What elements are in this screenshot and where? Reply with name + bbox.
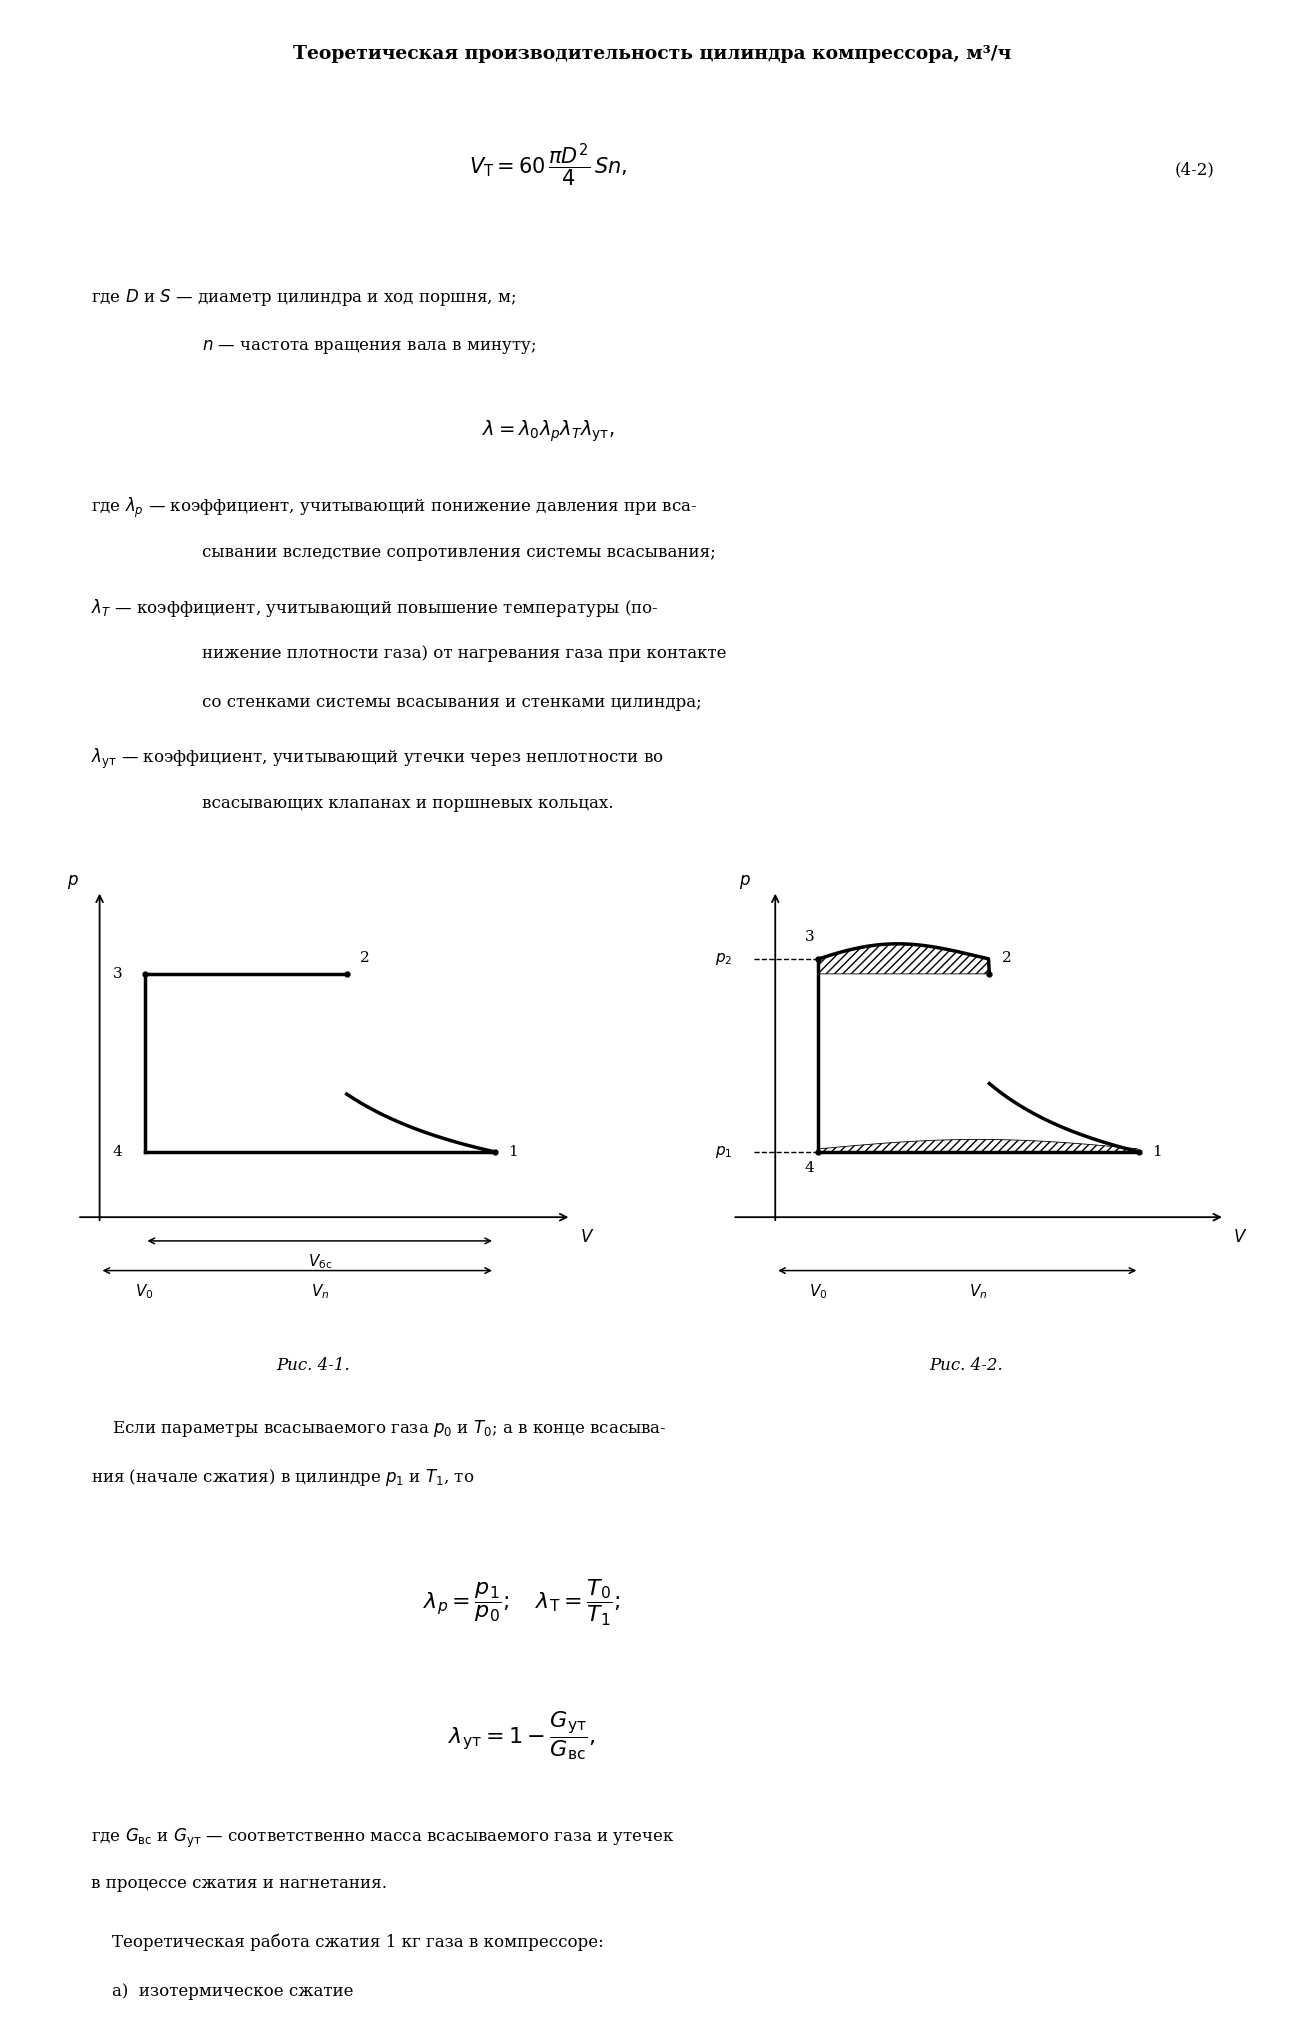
Text: $p$: $p$: [740, 872, 752, 890]
Text: Если параметры всасываемого газа $p_0$ и $T_0$; а в конце всасыва-: Если параметры всасываемого газа $p_0$ и…: [91, 1418, 667, 1438]
Text: $V_0$: $V_0$: [809, 1283, 827, 1301]
Text: Теоретическая производительность цилиндра компрессора, м³/ч: Теоретическая производительность цилиндр…: [294, 45, 1011, 63]
Text: 2: 2: [360, 951, 369, 965]
Text: $\lambda_p = \dfrac{p_1}{p_0};\quad \lambda_{\rm T} = \dfrac{T_0}{T_1};$: $\lambda_p = \dfrac{p_1}{p_0};\quad \lam…: [423, 1578, 621, 1629]
Text: нижение плотности газа) от нагревания газа при контакте: нижение плотности газа) от нагревания га…: [202, 645, 727, 662]
Text: Теоретическая работа сжатия 1 кг газа в компрессоре:: Теоретическая работа сжатия 1 кг газа в …: [91, 1934, 604, 1952]
Text: Рис. 4-2.: Рис. 4-2.: [929, 1357, 1002, 1374]
Text: $\lambda_{\rm ут}$ — коэффициент, учитывающий утечки через неплотности во: $\lambda_{\rm ут}$ — коэффициент, учитыв…: [91, 746, 664, 771]
Text: 4: 4: [112, 1145, 123, 1159]
Text: где $D$ и $S$ — диаметр цилиндра и ход поршня, м;: где $D$ и $S$ — диаметр цилиндра и ход п…: [91, 287, 517, 307]
Text: $V_{\rm бс}$: $V_{\rm бс}$: [308, 1252, 331, 1272]
Text: $\lambda = \lambda_0\lambda_p\lambda_T\lambda_{\rm ут},$: $\lambda = \lambda_0\lambda_p\lambda_T\l…: [482, 419, 615, 445]
Text: $p_2$: $p_2$: [715, 951, 732, 967]
Text: со стенками системы всасывания и стенками цилиндра;: со стенками системы всасывания и стенкам…: [202, 694, 702, 710]
Text: $V$: $V$: [581, 1230, 595, 1246]
Text: 4: 4: [805, 1161, 814, 1175]
Text: 3: 3: [805, 931, 814, 945]
Text: сывании вследствие сопротивления системы всасывания;: сывании вследствие сопротивления системы…: [202, 544, 716, 560]
Text: $V_n$: $V_n$: [970, 1283, 988, 1301]
Text: $p$: $p$: [67, 872, 78, 890]
Text: 1: 1: [1152, 1145, 1161, 1159]
Text: всасывающих клапанах и поршневых кольцах.: всасывающих клапанах и поршневых кольцах…: [202, 795, 613, 811]
Text: (4-2): (4-2): [1174, 162, 1214, 178]
Text: 3: 3: [112, 967, 123, 981]
Text: $V_n$: $V_n$: [311, 1283, 329, 1301]
Text: где $\lambda_p$ — коэффициент, учитывающий понижение давления при вса-: где $\lambda_p$ — коэффициент, учитывающ…: [91, 496, 698, 520]
Text: ния (начале сжатия) в цилиндре $p_1$ и $T_1$, то: ния (начале сжатия) в цилиндре $p_1$ и $…: [91, 1467, 475, 1487]
Text: $V$: $V$: [1233, 1230, 1248, 1246]
Text: $V_0$: $V_0$: [136, 1283, 154, 1301]
Text: 1: 1: [509, 1145, 518, 1159]
Text: $\lambda_T$ — коэффициент, учитывающий повышение температуры (по-: $\lambda_T$ — коэффициент, учитывающий п…: [91, 597, 659, 619]
Text: Рис. 4-1.: Рис. 4-1.: [277, 1357, 350, 1374]
Text: в процессе сжатия и нагнетания.: в процессе сжатия и нагнетания.: [91, 1875, 388, 1892]
Text: $n$ — частота вращения вала в минуту;: $n$ — частота вращения вала в минуту;: [202, 338, 536, 356]
Text: $p_1$: $p_1$: [715, 1143, 732, 1159]
Text: где $G_{\rm вс}$ и $G_{\rm ут}$ — соответственно масса всасываемого газа и утече: где $G_{\rm вс}$ и $G_{\rm ут}$ — соотве…: [91, 1827, 675, 1849]
Text: а)  изотермическое сжатие: а) изотермическое сжатие: [91, 1983, 354, 1999]
Text: $\lambda_{\rm ут} = 1 - \dfrac{G_{\rm ут}}{G_{\rm вс}},$: $\lambda_{\rm ут} = 1 - \dfrac{G_{\rm ут…: [448, 1709, 596, 1762]
Text: 2: 2: [1002, 951, 1011, 965]
Text: $V_{\rm T} = 60\,\dfrac{\pi D^2}{4}\,Sn,$: $V_{\rm T} = 60\,\dfrac{\pi D^2}{4}\,Sn,…: [468, 142, 628, 190]
